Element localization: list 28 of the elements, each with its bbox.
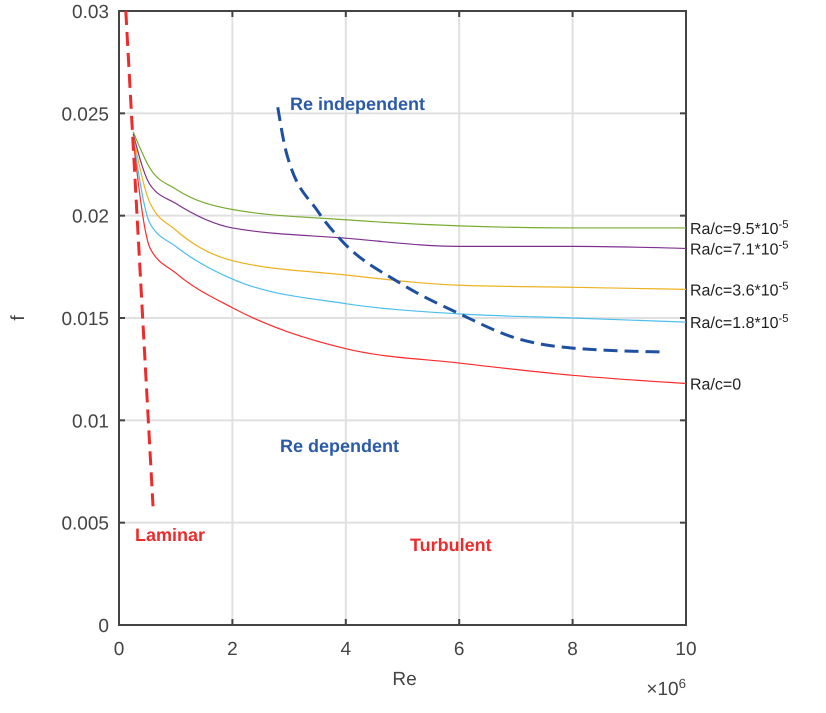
x-tick-label: 10 xyxy=(675,639,697,660)
series-label: Ra/c=7.1*10$^{-5}$ xyxy=(690,239,788,258)
x-tick-label: 8 xyxy=(567,639,578,660)
x-tick-label: 2 xyxy=(227,639,238,660)
y-tick-label: 0.02 xyxy=(72,206,109,228)
annotation: Turbulent xyxy=(410,535,492,555)
y-axis-title: f xyxy=(8,314,29,321)
line-series xyxy=(132,135,687,290)
y-tick-label: 0 xyxy=(98,616,109,637)
line-series xyxy=(132,131,687,229)
text: ×10$^{6}$ xyxy=(646,676,686,700)
y-tick-label: 0.03 xyxy=(72,2,109,23)
y-tick-label: 0.01 xyxy=(72,411,109,432)
x-axis-title: Re xyxy=(392,669,417,690)
series-label: Ra/c=3.6*10$^{-5}$ xyxy=(690,280,788,300)
x-tick-label: 0 xyxy=(114,639,124,660)
annotation: Re independent xyxy=(290,94,426,114)
y-tick-label: 0.015 xyxy=(61,309,109,330)
x-tick-label: 6 xyxy=(454,639,464,660)
line-series xyxy=(132,133,687,250)
annotation: Re dependent xyxy=(280,436,400,456)
series-label: Ra/c=1.8*10$^{-5}$ xyxy=(690,313,788,332)
y-tick-label: 0.025 xyxy=(61,104,109,126)
x-tick-label: 4 xyxy=(340,639,352,660)
annotation: Laminar xyxy=(135,525,206,545)
y-tick-label: 0.005 xyxy=(61,514,109,535)
series-label: Ra/c=9.5*10$^{-5}$ xyxy=(690,218,788,238)
series-label: Ra/c=0 xyxy=(690,376,742,394)
